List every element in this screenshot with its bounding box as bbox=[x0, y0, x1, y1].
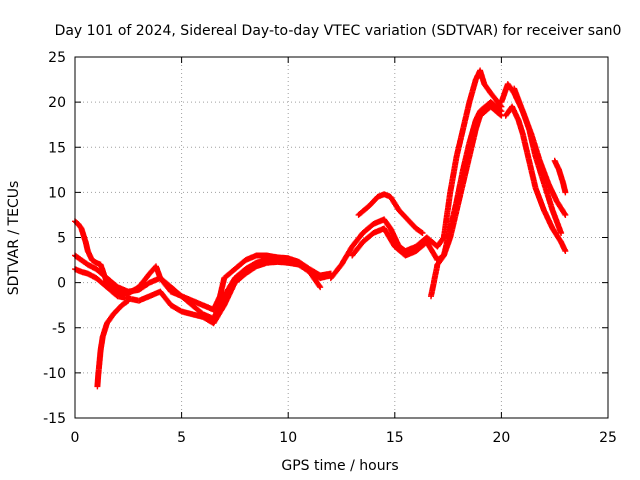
x-tick-label: 20 bbox=[492, 430, 510, 446]
y-tick-label: 15 bbox=[48, 140, 66, 156]
axis-ticks: 0 5 10 15 20 25 -15 -10 -5 0 5 10 15 20 25 bbox=[43, 50, 617, 446]
y-tick-label: -5 bbox=[52, 321, 66, 337]
point-markers bbox=[502, 103, 569, 255]
point-markers bbox=[94, 297, 132, 390]
y-tick-label: 20 bbox=[48, 95, 66, 111]
data-points bbox=[72, 67, 569, 390]
point-markers bbox=[428, 103, 505, 300]
plot-frame bbox=[74, 56, 609, 419]
x-tick-label: 25 bbox=[599, 430, 617, 446]
x-tick-label: 10 bbox=[279, 430, 297, 446]
y-tick-label: -15 bbox=[43, 411, 66, 427]
y-tick-label: 10 bbox=[48, 185, 66, 201]
series-track-i bbox=[502, 103, 569, 255]
point-markers bbox=[327, 67, 505, 282]
y-tick-label: 5 bbox=[57, 231, 66, 247]
series-track-e bbox=[327, 67, 505, 282]
point-markers bbox=[511, 85, 569, 218]
y-tick-label: 25 bbox=[48, 50, 66, 66]
y-tick-label: -10 bbox=[43, 366, 66, 382]
series-track-j bbox=[511, 85, 569, 218]
x-axis-label: GPS time / hours bbox=[281, 458, 398, 474]
series-track-g bbox=[355, 191, 426, 236]
grid-lines bbox=[75, 57, 608, 418]
point-markers bbox=[355, 191, 426, 236]
series-track-d bbox=[94, 297, 132, 390]
series-track-k bbox=[551, 157, 569, 196]
x-tick-label: 0 bbox=[71, 430, 80, 446]
x-tick-label: 15 bbox=[386, 430, 404, 446]
y-axis-label: SDTVAR / TECUs bbox=[6, 181, 22, 296]
point-markers bbox=[551, 157, 569, 196]
series-track-f2 bbox=[428, 103, 505, 300]
x-tick-label: 5 bbox=[177, 430, 186, 446]
chart-title: Day 101 of 2024, Sidereal Day-to-day VTE… bbox=[55, 23, 622, 39]
y-tick-label: 0 bbox=[57, 276, 66, 292]
